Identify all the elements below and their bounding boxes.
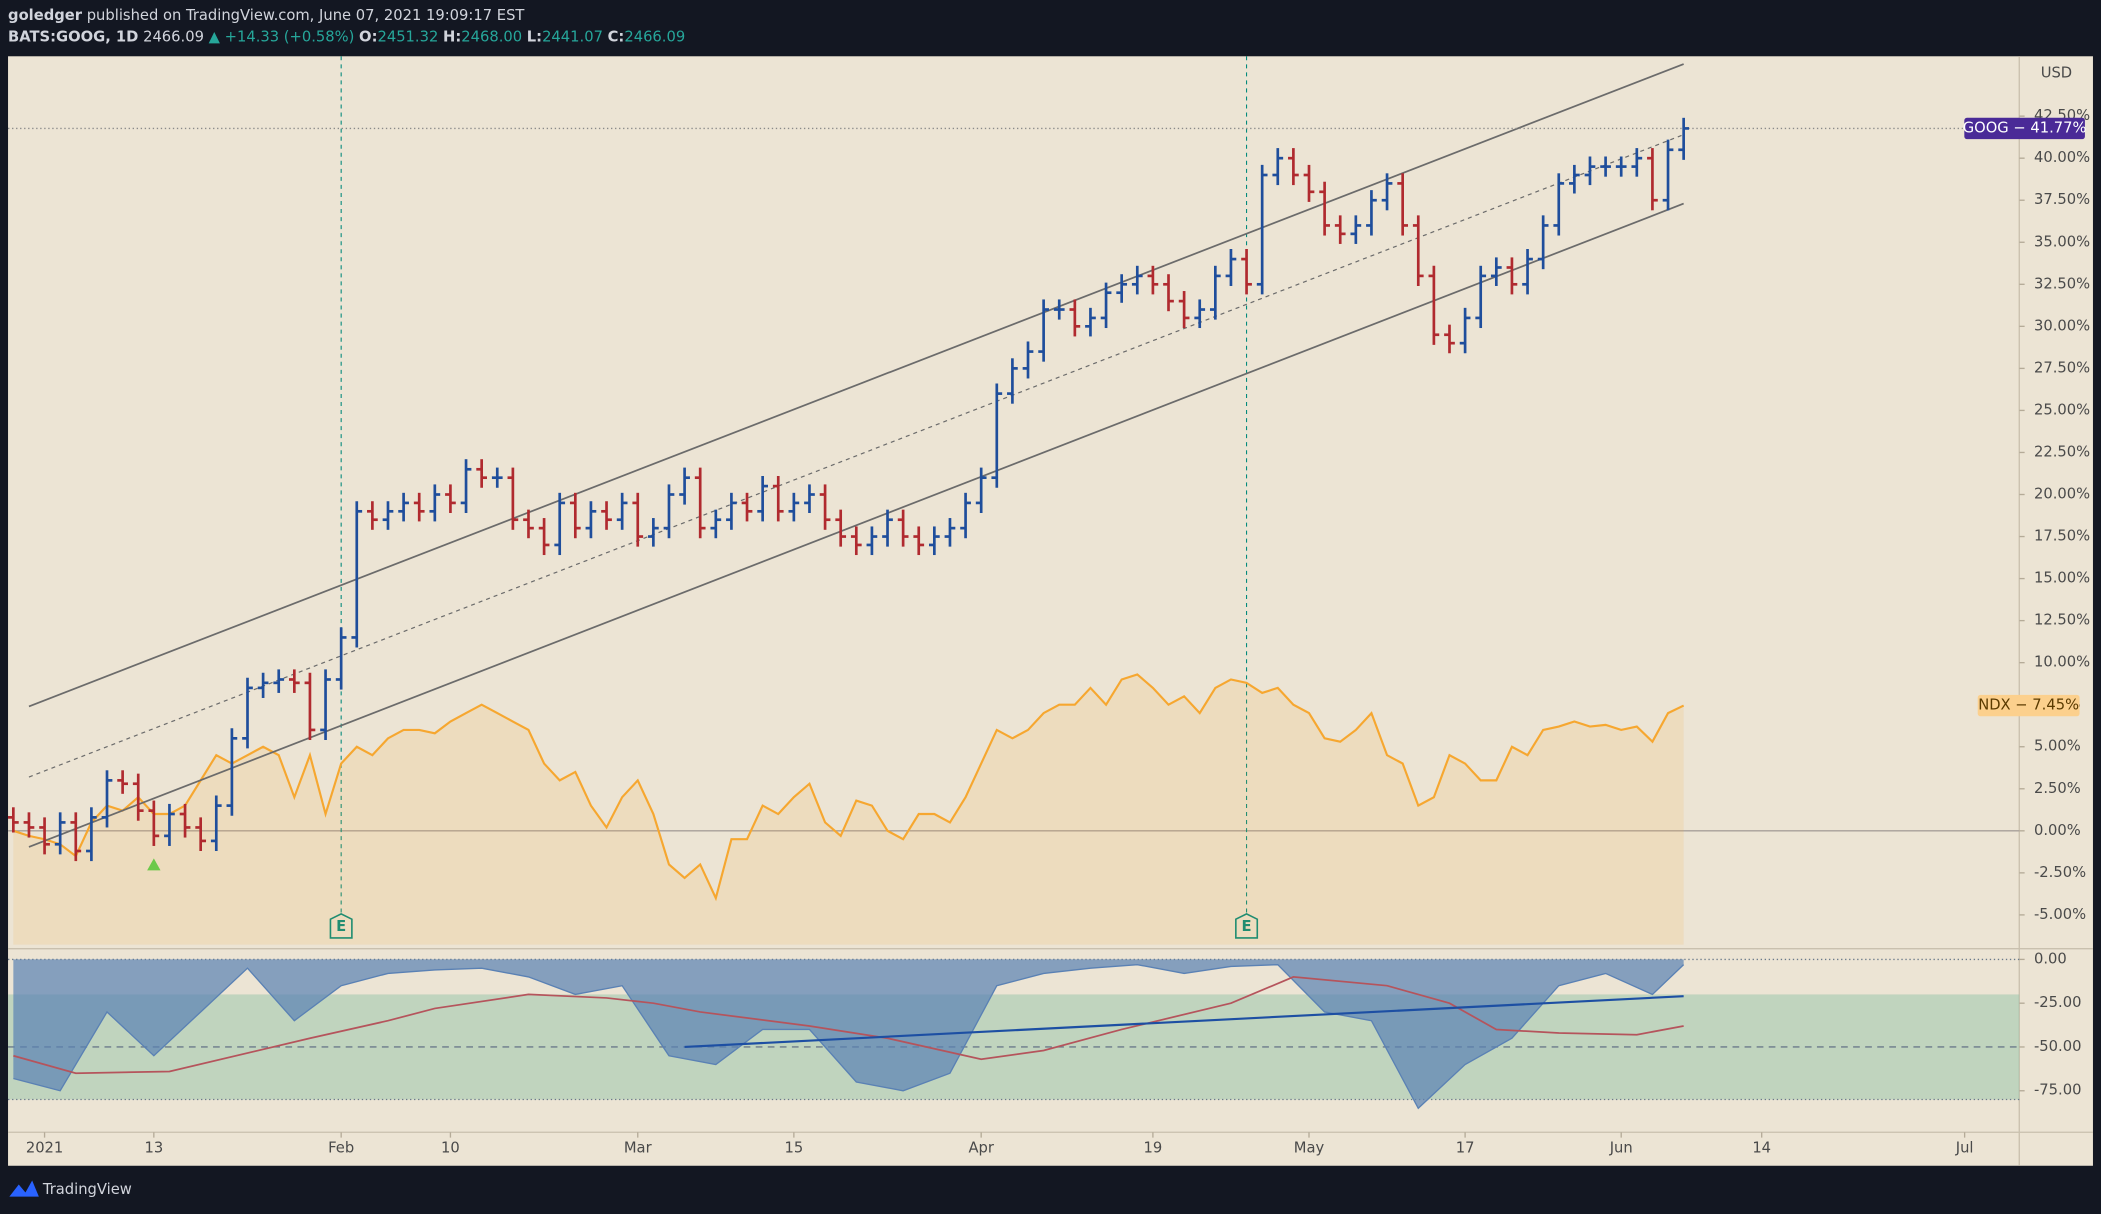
channel-lower (28, 202, 1684, 848)
header-line-1: goledger published on TradingView.com, J… (8, 7, 525, 24)
ohlc-value: 2451.32 (377, 29, 438, 46)
y-tick-label: -2.50% (2034, 864, 2086, 881)
ohlc-value: 2468.00 (461, 29, 522, 46)
x-tick-label: Jun (1609, 1139, 1633, 1156)
x-tick-label: May (1294, 1139, 1325, 1156)
oscillator-area (13, 959, 1684, 1109)
compare-area (13, 674, 1684, 945)
x-tick-label: 19 (1144, 1139, 1163, 1156)
y-tick-label: 30.00% (2034, 317, 2090, 334)
signal (147, 858, 161, 871)
ohlc-label: O: (359, 29, 377, 46)
change: ▲ +14.33 (+0.58%) (209, 29, 355, 46)
y-tick-label: -5.00% (2034, 906, 2086, 923)
price-label-box (1964, 117, 2085, 140)
publisher: goledger (8, 7, 83, 24)
y-tick-label: 2.50% (2034, 780, 2081, 797)
price-label: GOOG − 41.77% (1963, 119, 2087, 136)
last-price: 2466.09 (143, 29, 204, 46)
x-tick-label: 2021 (26, 1139, 63, 1156)
ohlc-value: 2466.09 (624, 29, 685, 46)
event-label: E (1242, 918, 1252, 935)
channel-middle (28, 134, 1684, 778)
y-tick-label: 15.00% (2034, 570, 2090, 587)
x-tick-label: 15 (784, 1139, 803, 1156)
ohlc-label: L: (527, 29, 542, 46)
symbol: BATS:GOOG, 1D (8, 29, 138, 46)
y-tick-label: 0.00 (2034, 950, 2067, 967)
y-tick-label: -25.00 (2034, 994, 2081, 1011)
x-tick-label: 13 (144, 1139, 163, 1156)
y-tick-label: 12.50% (2034, 612, 2090, 629)
brand: TradingView (42, 1181, 132, 1198)
ohlc-value: 2441.07 (542, 29, 603, 46)
trend-line (684, 995, 1684, 1049)
y-tick-label: 32.50% (2034, 275, 2090, 292)
moving-average (13, 976, 1684, 1075)
oscillator-pane: 0.00 -25.00 -50.00 -75.00 (8, 950, 2081, 1110)
published-text: published on TradingView.com, June 07, 2… (87, 7, 526, 24)
y-tick-label: 5.00% (2034, 738, 2081, 755)
y-tick-label: 37.50% (2034, 191, 2090, 208)
ohlc-label: H: (443, 29, 461, 46)
main-pane: -5.00%-2.50%0.00%2.50%5.00%7.50%10.00%12… (7, 56, 2090, 945)
x-tick-label: Mar (624, 1139, 653, 1156)
y-tick-label: 40.00% (2034, 149, 2090, 166)
y-tick-label: -50.00 (2034, 1038, 2081, 1055)
oscillator-line (13, 963, 1685, 1110)
y-tick-label: 25.00% (2034, 401, 2090, 418)
x-tick-label: 17 (1456, 1139, 1475, 1156)
x-tick-label: 10 (441, 1139, 460, 1156)
y-tick-label: 0.00% (2034, 822, 2081, 839)
y-tick-label: 10.00% (2034, 654, 2090, 671)
ohlc-label: C: (608, 29, 625, 46)
x-tick-label: Jul (1955, 1139, 1974, 1156)
logo-icon (9, 1180, 39, 1197)
x-tick-label: Apr (968, 1139, 994, 1156)
event-marker (329, 912, 353, 939)
y-tick-label: 20.00% (2034, 486, 2090, 503)
compare-label-box (1977, 694, 2080, 717)
x-tick-label: Feb (328, 1139, 354, 1156)
header-line-2: BATS:GOOG, 1D 2466.09 ▲ +14.33 (+0.58%) … (8, 29, 685, 46)
y-tick-label: 27.50% (2034, 359, 2090, 376)
event-marker (1235, 912, 1259, 939)
compare-label: NDX − 7.45% (1978, 697, 2079, 714)
x-tick-label: 14 (1752, 1139, 1771, 1156)
y-tick-label: 17.50% (2034, 528, 2090, 545)
y-tick-label: -75.00 (2034, 1082, 2081, 1099)
axis-unit: USD (2041, 65, 2072, 82)
y-tick-label: 22.50% (2034, 443, 2090, 460)
channel-upper (28, 63, 1684, 708)
y-tick-label: 35.00% (2034, 233, 2090, 250)
event-label: E (336, 918, 346, 935)
compare-line (13, 673, 1685, 902)
tradingview-logo: TradingView (9, 1180, 132, 1198)
